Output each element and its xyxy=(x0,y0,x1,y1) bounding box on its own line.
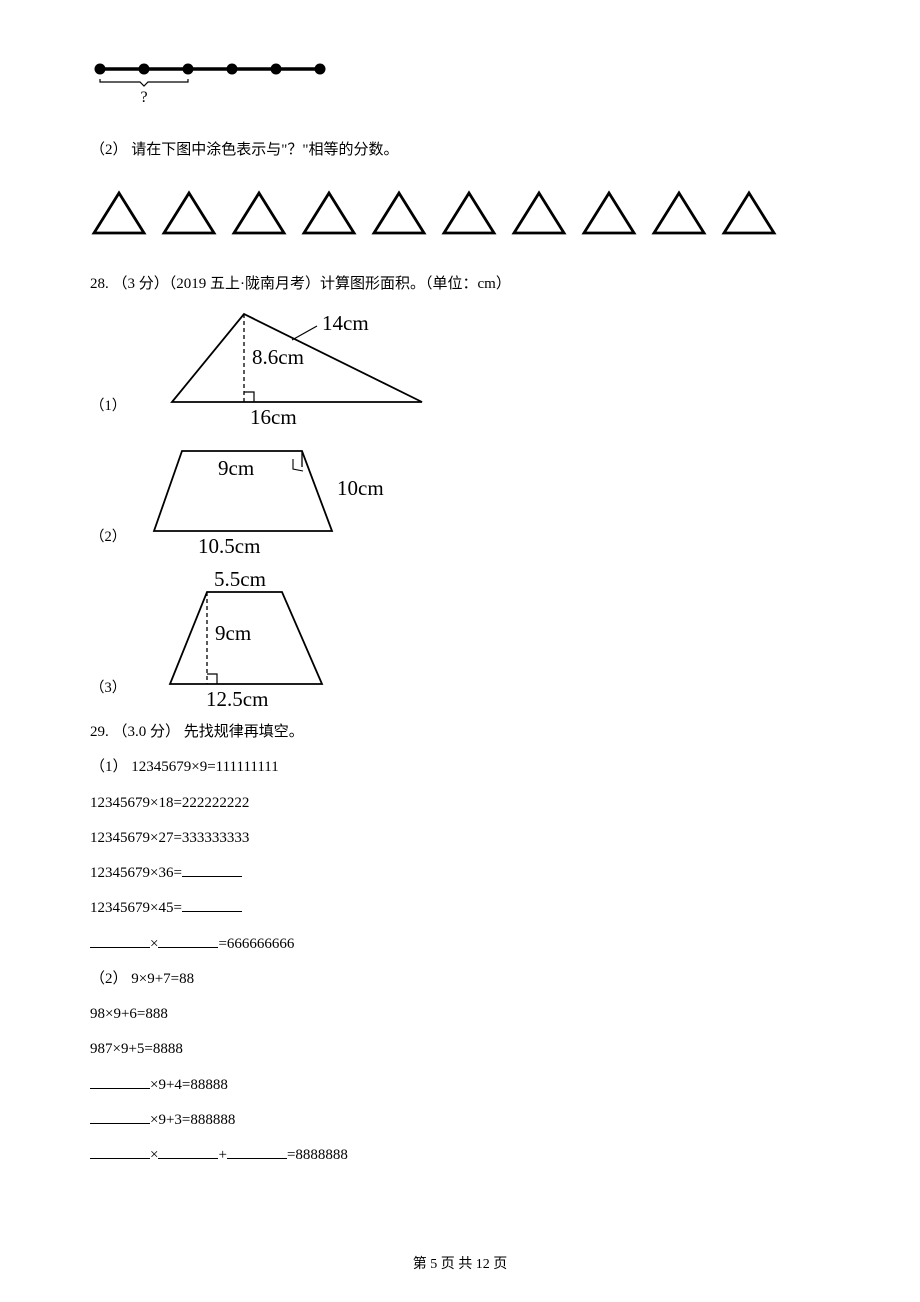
svg-text:10cm: 10cm xyxy=(337,476,384,500)
q28-header: 28. （3 分）（2019 五上·陇南月考）计算图形面积。（单位：cm） xyxy=(90,267,830,302)
footer-mid: 页 共 xyxy=(437,1257,476,1272)
svg-text:8.6cm: 8.6cm xyxy=(252,345,304,369)
q29-p1-f3: × =666666666 xyxy=(90,927,830,962)
q28-fig3-row: （3） 5.5cm 9cm 12.5cm xyxy=(90,564,830,709)
q28-fig1-label: （1） xyxy=(90,389,126,427)
svg-text:16cm: 16cm xyxy=(250,405,297,427)
q28-fig2-row: （2） 9cm 10cm 10.5cm xyxy=(90,433,830,558)
numberline-figure: ? xyxy=(90,54,830,123)
blank-input[interactable] xyxy=(90,1109,150,1124)
footer-prefix: 第 xyxy=(413,1257,431,1272)
q29-p2-l2: 987×9+5=8888 xyxy=(90,1032,830,1067)
svg-text:12.5cm: 12.5cm xyxy=(206,687,268,709)
q29-p1-f2: 12345679×45= xyxy=(90,891,830,926)
q29-header: 29. （3.0 分） 先找规律再填空。 xyxy=(90,715,830,750)
footer-suffix: 页 xyxy=(490,1257,508,1272)
text: + xyxy=(218,1147,226,1163)
page: ? （2） 请在下图中涂色表示与"？"相等的分数。 28. （3 分）（2019… xyxy=(0,0,920,1302)
text: 12345679×45= xyxy=(90,900,182,916)
triangles-figure xyxy=(90,183,830,253)
footer-total: 12 xyxy=(476,1257,490,1272)
blank-input[interactable] xyxy=(182,862,242,877)
svg-text:5.5cm: 5.5cm xyxy=(214,567,266,591)
blank-input[interactable] xyxy=(227,1144,287,1159)
blank-input[interactable] xyxy=(90,933,150,948)
q28-fig1-row: （1） 14cm 8.6cm 16cm xyxy=(90,302,830,427)
svg-text:10.5cm: 10.5cm xyxy=(198,534,260,558)
q29-p2-f1: ×9+4=88888 xyxy=(90,1068,830,1103)
text: ×9+3=888888 xyxy=(150,1112,235,1128)
blank-input[interactable] xyxy=(90,1144,150,1159)
svg-text:9cm: 9cm xyxy=(218,456,254,480)
blank-input[interactable] xyxy=(158,933,218,948)
q29-p1-f1: 12345679×36= xyxy=(90,856,830,891)
text: × xyxy=(150,1147,158,1163)
q28-fig2-label: （2） xyxy=(90,520,126,558)
blank-input[interactable] xyxy=(182,897,242,912)
svg-text:9cm: 9cm xyxy=(215,621,251,645)
text: =8888888 xyxy=(287,1147,348,1163)
q29-p2-f3: × + =8888888 xyxy=(90,1138,830,1173)
svg-text:?: ? xyxy=(140,89,147,106)
q28-fig3-label: （3） xyxy=(90,671,126,709)
page-footer: 第 5 页 共 12 页 xyxy=(0,1249,920,1282)
blank-input[interactable] xyxy=(90,1074,150,1089)
blank-input[interactable] xyxy=(158,1144,218,1159)
q29-p2-label: （2） 9×9+7=88 xyxy=(90,962,830,997)
q29-p1-l1: 12345679×18=222222222 xyxy=(90,786,830,821)
text: ×9+4=88888 xyxy=(150,1077,228,1093)
q29-p1-l2: 12345679×27=333333333 xyxy=(90,821,830,856)
q29-p2-l1: 98×9+6=888 xyxy=(90,997,830,1032)
svg-text:14cm: 14cm xyxy=(322,311,369,335)
q29-p1-label: （1） 12345679×9=111111111 xyxy=(90,750,830,785)
text: × xyxy=(150,936,158,952)
q27-sub2: （2） 请在下图中涂色表示与"？"相等的分数。 xyxy=(90,133,830,168)
text: =666666666 xyxy=(218,936,294,952)
q29-p2-f2: ×9+3=888888 xyxy=(90,1103,830,1138)
text: 12345679×36= xyxy=(90,865,182,881)
